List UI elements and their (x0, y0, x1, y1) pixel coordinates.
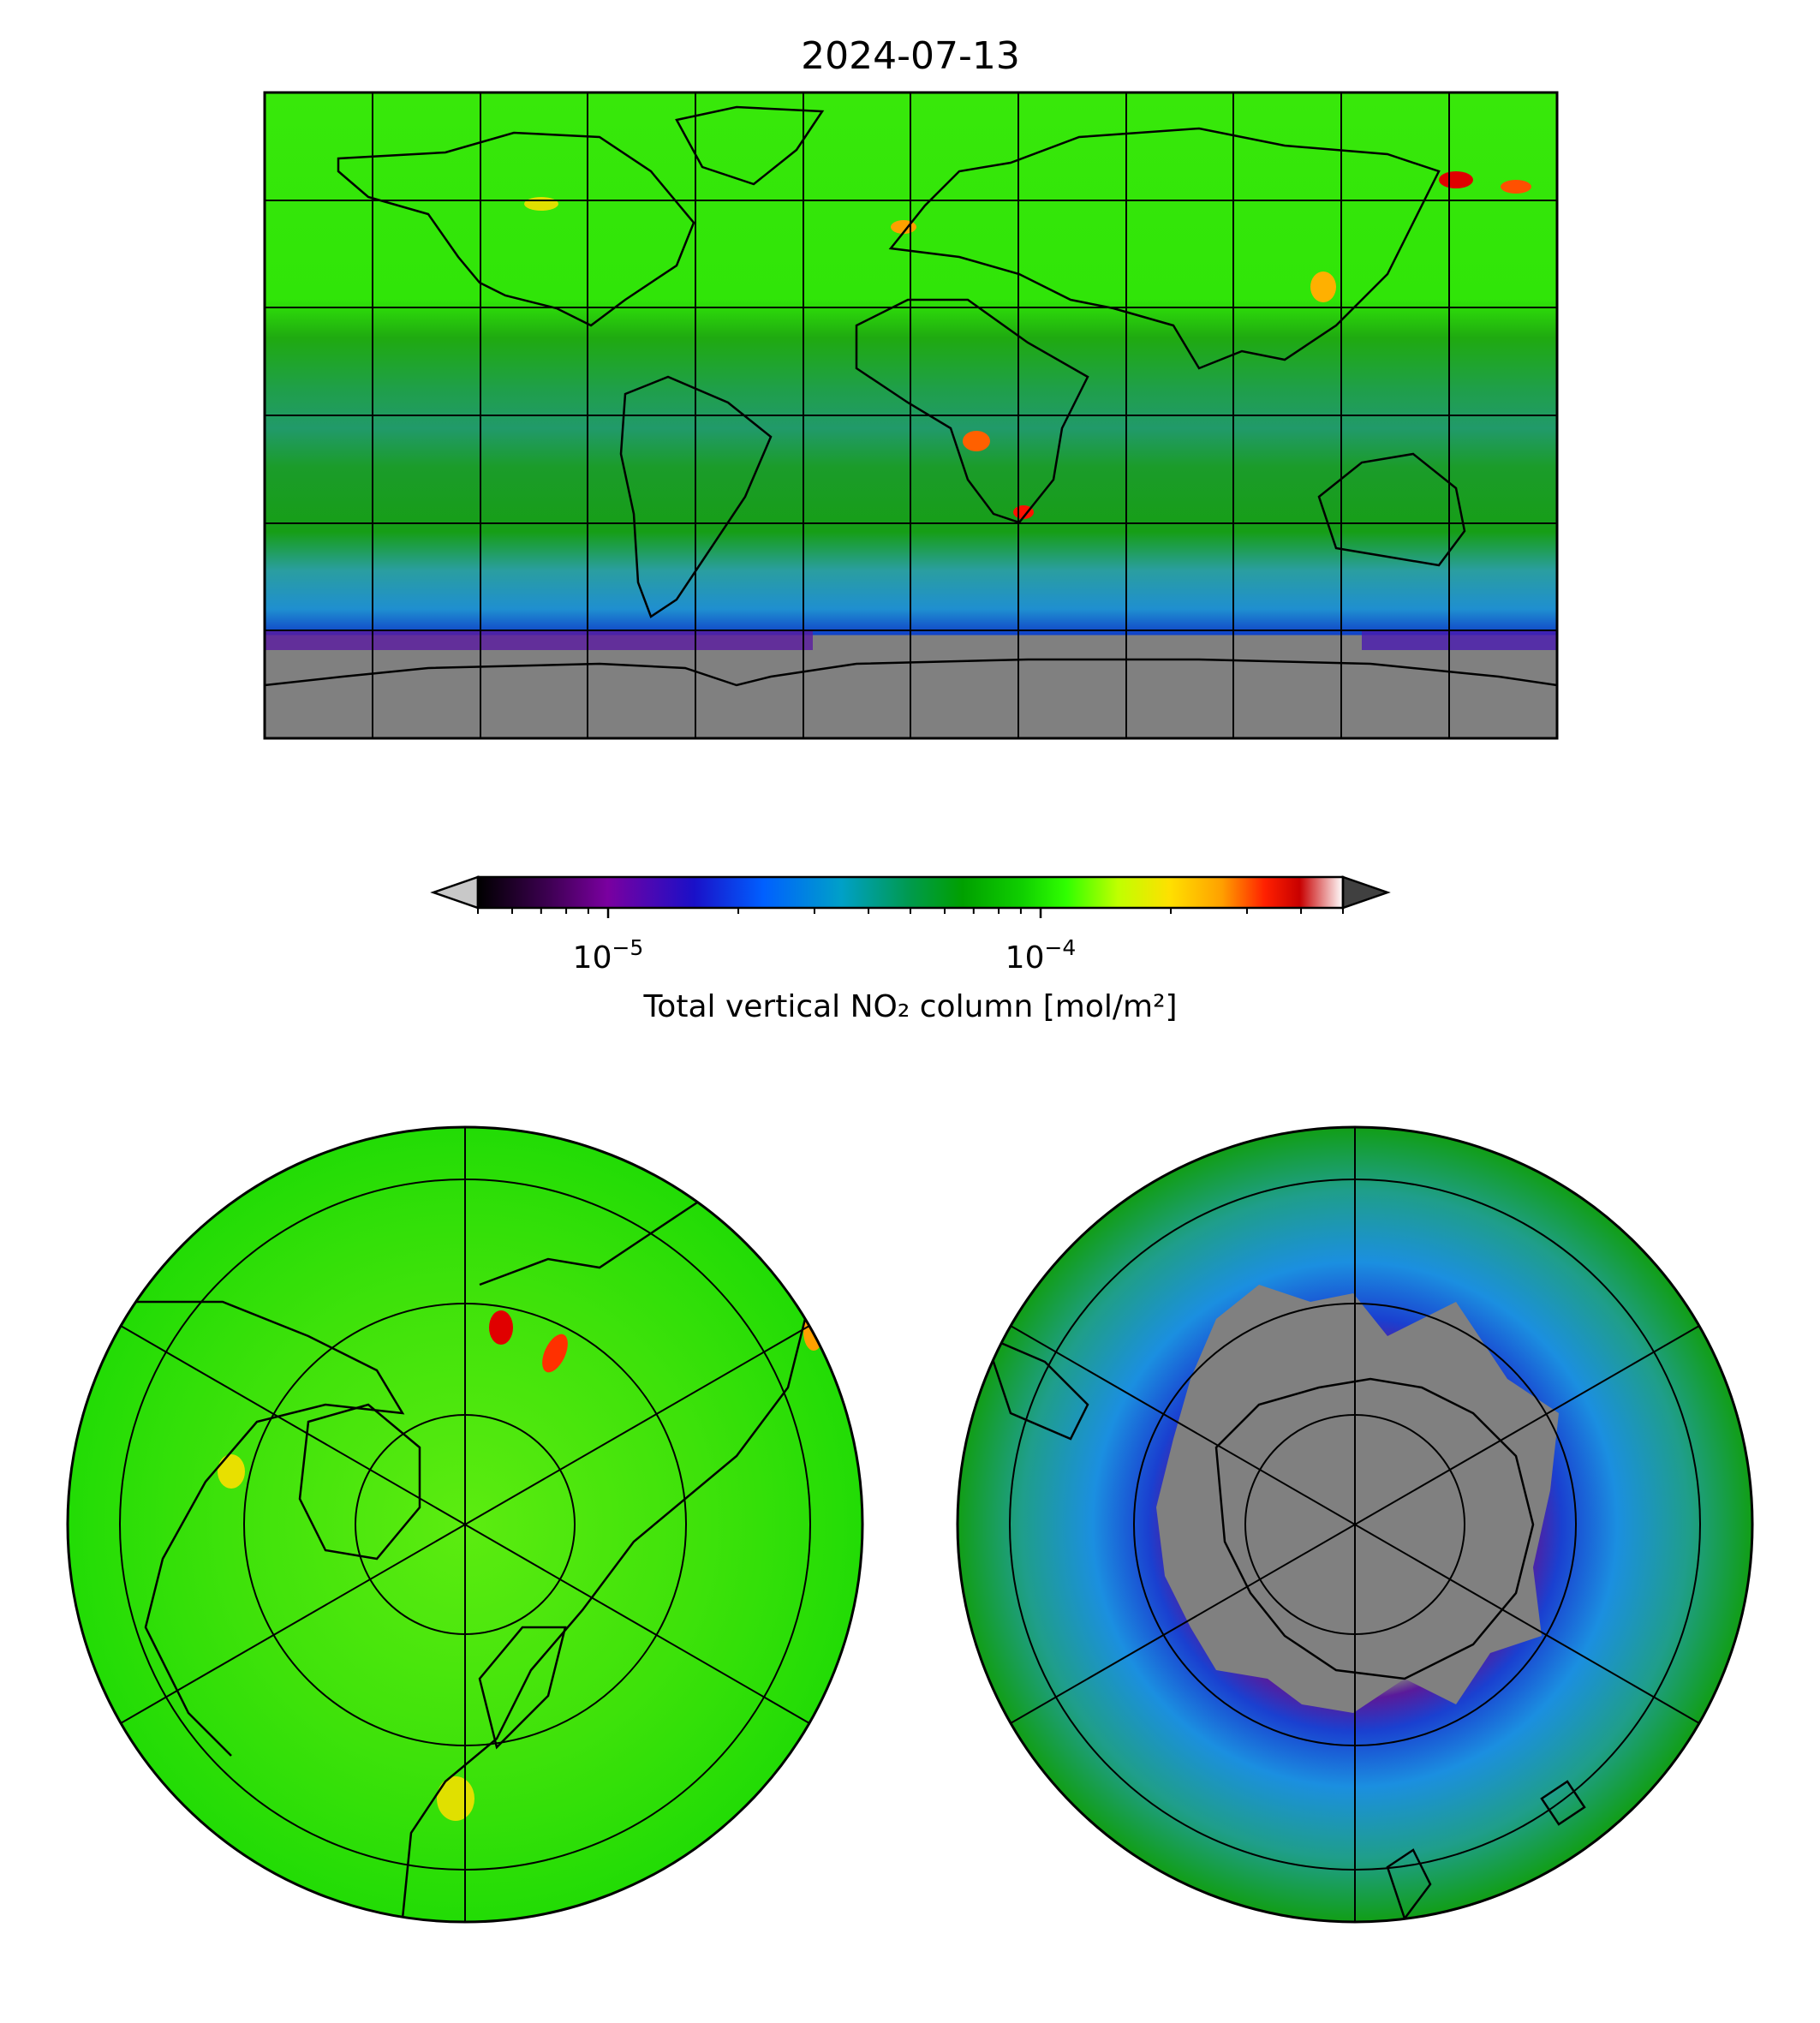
colorbar-over-extension (1341, 875, 1391, 910)
figure-title: 2024-07-13 (801, 34, 1020, 78)
no-data-region (1156, 1285, 1559, 1713)
coastlines (94, 1197, 807, 1919)
colorbar-under-extension (430, 875, 480, 910)
coastline-greenland (298, 1403, 421, 1561)
coastline-antarctica (265, 658, 1557, 687)
hotspot-central-africa (963, 431, 990, 451)
global-map-features (265, 92, 1557, 738)
coastlines (982, 1334, 1586, 1921)
coastline-scandinavia (478, 1626, 567, 1750)
coastline-north-america (94, 1300, 405, 1757)
coastline-eurasia (888, 127, 1441, 370)
tick-label-base: 10 (573, 940, 612, 976)
hotspot-china (1310, 272, 1336, 302)
north-polar-map (66, 1125, 864, 1924)
colorbar-tick-labels: 10−5 10−4 (573, 935, 1077, 976)
graticule (119, 1127, 811, 1922)
south-polar-frame (956, 1125, 1754, 1924)
coastlines (265, 105, 1557, 687)
coastline-australia-tip (1540, 1780, 1586, 1826)
global-map (263, 91, 1559, 740)
colorbar-tick-label: 10−4 (1005, 935, 1077, 976)
coastline-south-america (619, 375, 773, 618)
hotspot-europe (437, 1776, 474, 1821)
tick-label-base: 10 (1005, 940, 1045, 976)
hotspot-canada (524, 197, 558, 211)
hotspot-siberia-east (542, 1334, 568, 1373)
coastline-australia (1317, 452, 1466, 567)
south-polar-map (956, 1125, 1754, 1924)
hotspot-siberia (1439, 171, 1473, 188)
colorbar-label: Total vertical NO₂ column [mol/m²] (642, 989, 1177, 1024)
graticule (1009, 1127, 1701, 1922)
graticule (265, 92, 1557, 738)
tick-label-exponent: −4 (1044, 935, 1076, 960)
north-polar-frame (66, 1125, 864, 1924)
polar-night-band (265, 631, 813, 650)
coastline-new-zealand (1386, 1848, 1432, 1921)
global-map-frame (263, 91, 1559, 740)
tick-label-exponent: −5 (612, 935, 643, 960)
hotspot-siberia (489, 1310, 513, 1345)
colorbar-tick-label: 10−5 (573, 935, 644, 976)
hotspot-canada (218, 1454, 245, 1489)
polar-night-band-east (1362, 631, 1557, 650)
coastline-south-america (982, 1334, 1089, 1441)
colorbar: 10−5 10−4 Total vertical NO₂ column [mol/… (430, 875, 1391, 1024)
coastline-antarctica (1214, 1377, 1535, 1680)
coastline-greenland (675, 105, 825, 186)
hotspot-siberia-east (1501, 180, 1531, 194)
coastline-eurasia (401, 1197, 807, 1919)
coastline-north-america (337, 131, 695, 327)
colorbar-gradient (478, 877, 1343, 908)
colorbar-ticks (477, 908, 1344, 918)
